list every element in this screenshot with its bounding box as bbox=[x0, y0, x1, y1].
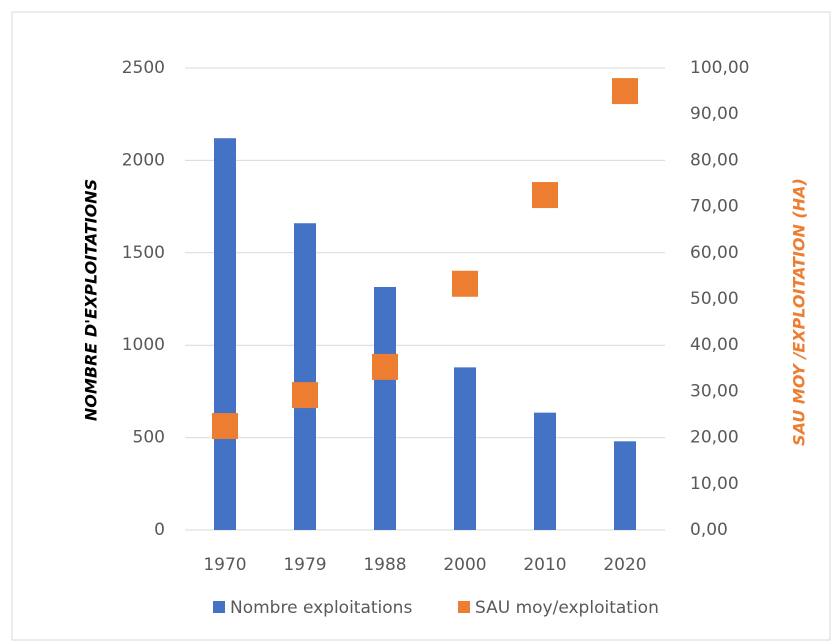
y-tick-label: 1000 bbox=[122, 335, 165, 355]
y2-tick-label: 30,00 bbox=[690, 381, 739, 401]
y2-tick-label: 0,00 bbox=[690, 520, 728, 540]
bar bbox=[534, 412, 556, 530]
marker bbox=[612, 78, 638, 105]
y2-tick-label: 80,00 bbox=[690, 150, 739, 170]
y-tick-label: 2500 bbox=[122, 58, 165, 78]
legend-label: Nombre exploitations bbox=[230, 598, 412, 618]
legend-swatch bbox=[458, 601, 470, 613]
x-tick-label: 2010 bbox=[523, 555, 566, 575]
bar bbox=[374, 286, 396, 530]
y2-axis-title: SAU MOY /EXPLOITATION (HA) bbox=[790, 178, 809, 446]
y-axis-title: NOMBRE D'EXPLOITATIONS bbox=[82, 179, 101, 421]
x-tick-label: 1970 bbox=[203, 555, 246, 575]
marker bbox=[372, 353, 398, 380]
marker bbox=[292, 382, 318, 409]
bar bbox=[294, 223, 316, 530]
y-tick-label: 1500 bbox=[122, 243, 165, 263]
y2-tick-label: 90,00 bbox=[690, 104, 739, 124]
marker bbox=[532, 182, 558, 209]
y2-tick-label: 20,00 bbox=[690, 428, 739, 448]
y2-tick-label: 40,00 bbox=[690, 335, 739, 355]
legend-swatch bbox=[213, 601, 225, 613]
y2-tick-label: 50,00 bbox=[690, 289, 739, 309]
marker bbox=[452, 270, 478, 297]
bar bbox=[454, 367, 476, 530]
x-tick-label: 1979 bbox=[283, 555, 326, 575]
y2-tick-label: 10,00 bbox=[690, 474, 739, 494]
x-tick-label: 2000 bbox=[443, 555, 486, 575]
y-tick-label: 500 bbox=[133, 428, 165, 448]
y-tick-label: 0 bbox=[154, 520, 165, 540]
y2-tick-label: 60,00 bbox=[690, 243, 739, 263]
y2-tick-label: 100,00 bbox=[690, 58, 749, 78]
y-tick-label: 2000 bbox=[122, 150, 165, 170]
x-tick-label: 2020 bbox=[603, 555, 646, 575]
bar bbox=[214, 138, 236, 530]
bar bbox=[614, 441, 636, 530]
x-tick-label: 1988 bbox=[363, 555, 406, 575]
marker bbox=[212, 413, 238, 440]
y2-tick-label: 70,00 bbox=[690, 197, 739, 217]
chart-frame bbox=[11, 11, 831, 641]
legend-label: SAU moy/exploitation bbox=[475, 598, 659, 618]
